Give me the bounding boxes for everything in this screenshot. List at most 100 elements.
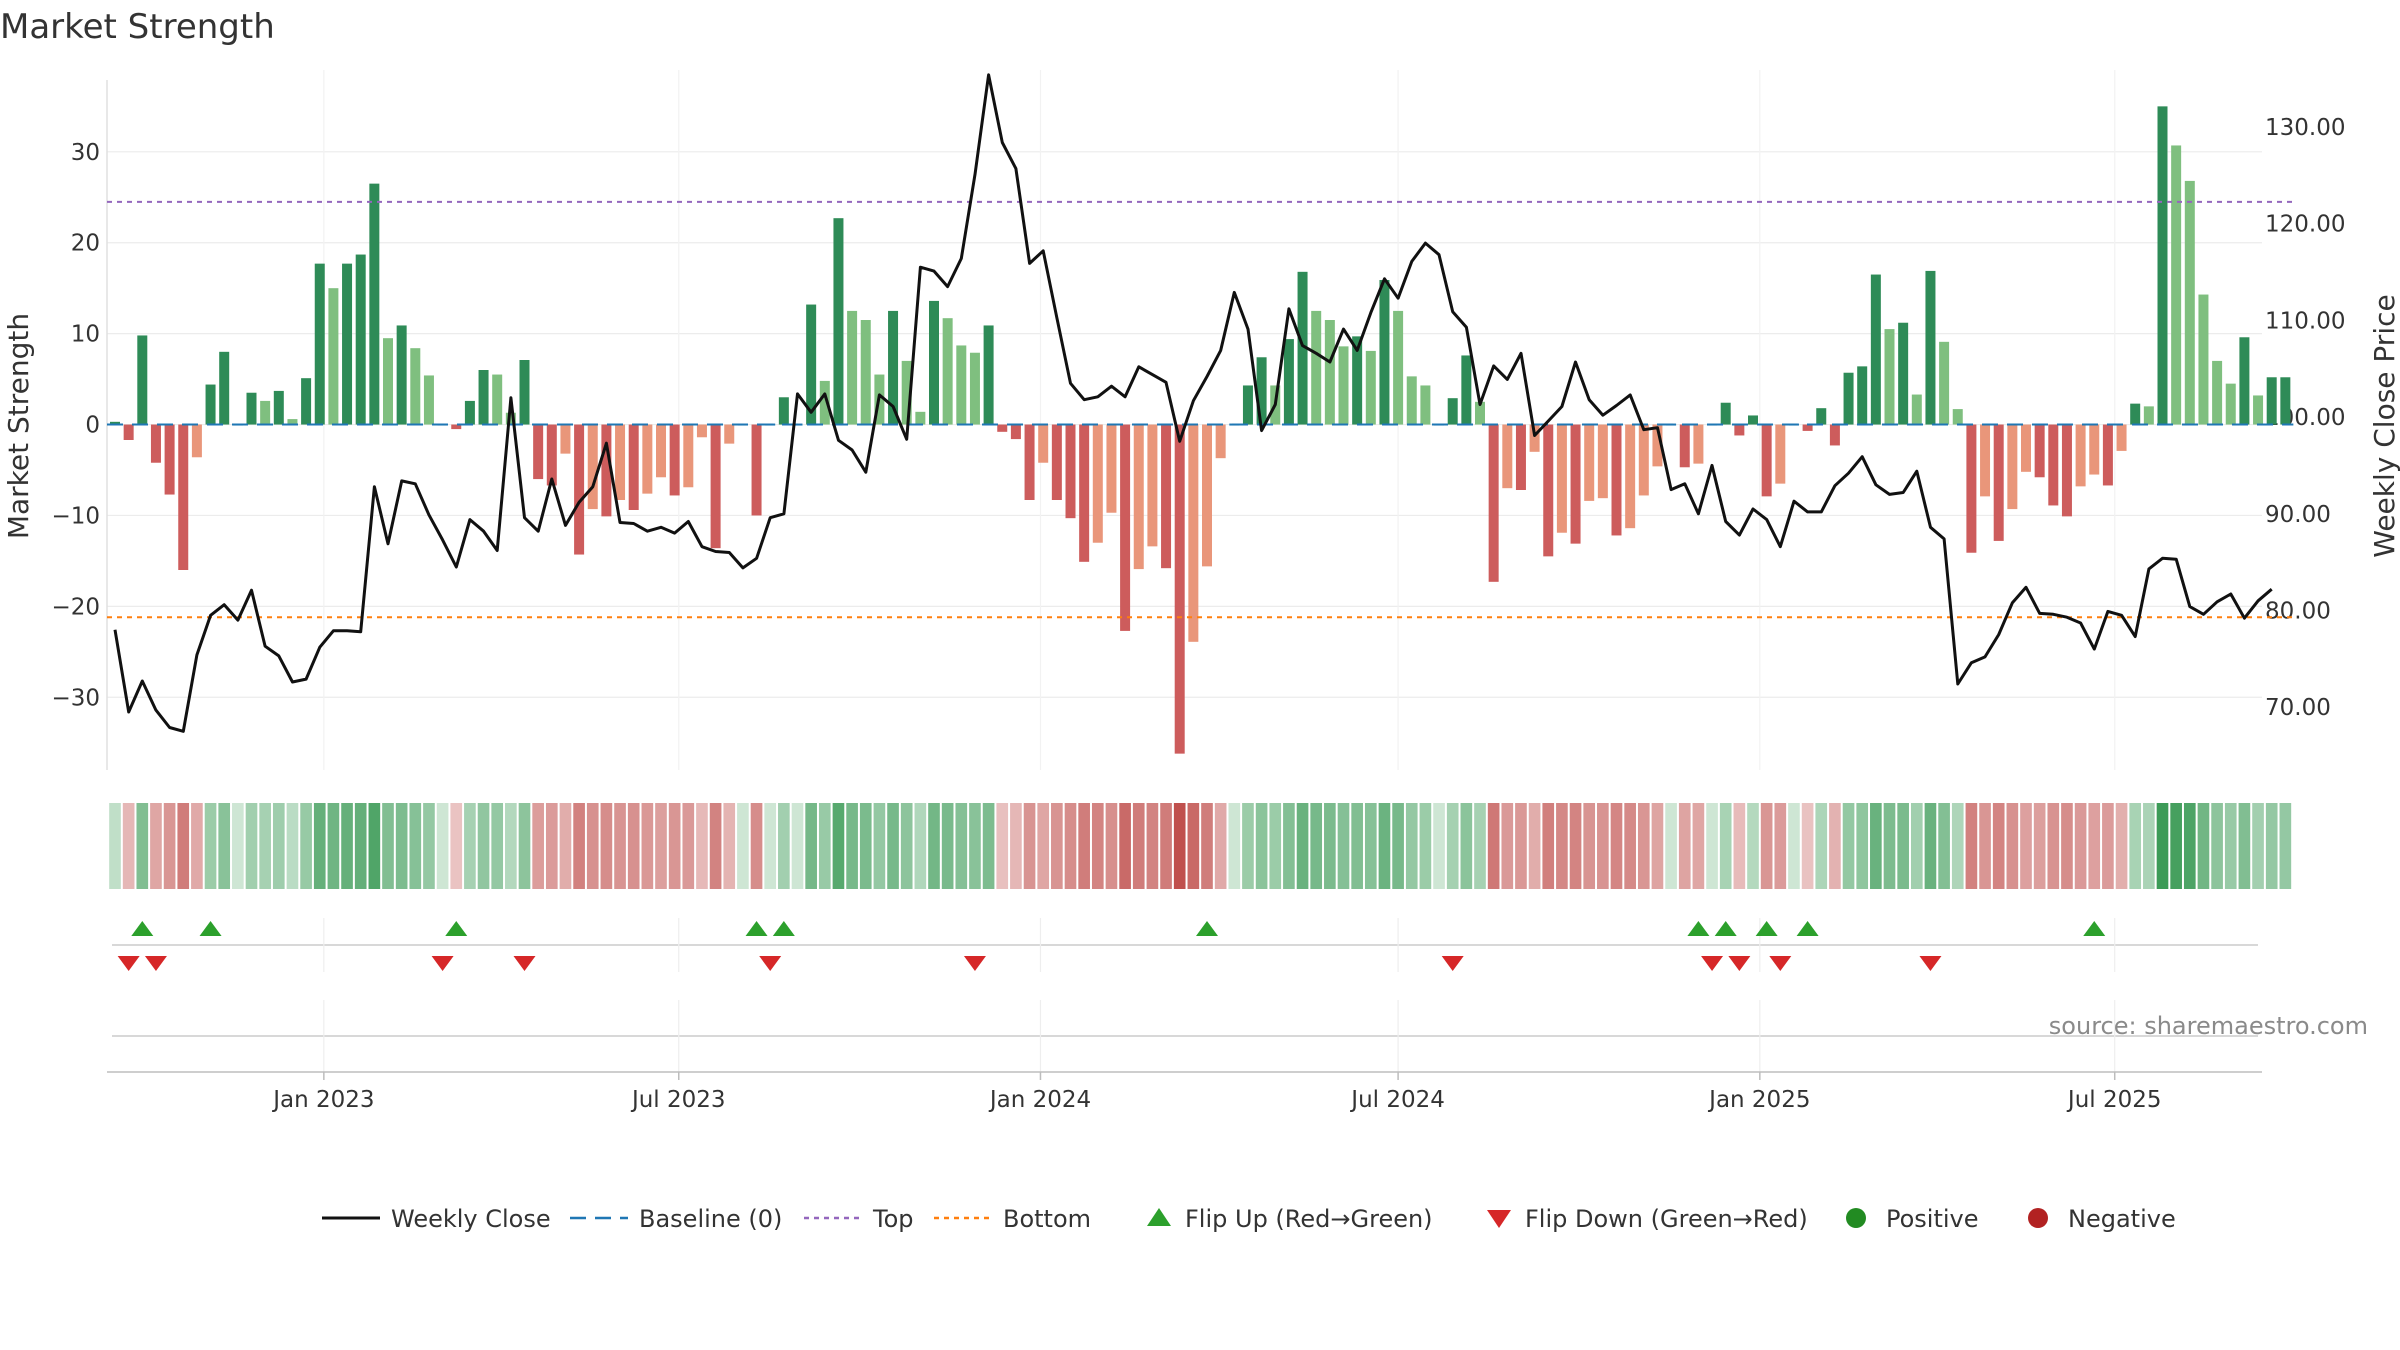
heat-cell [668,803,681,889]
heat-cell [1283,803,1295,889]
heat-cell [1474,803,1486,889]
heat-cell [1023,803,1036,889]
strength-bar [888,310,899,425]
strength-bar [1120,424,1131,631]
strength-bar [287,419,298,425]
strength-bar [1816,408,1827,425]
strength-bar [123,424,134,440]
left-y-ticks: 30 20 10 0 −10 −20 −30 [51,140,100,711]
heat-cell [2006,803,2019,889]
heat-cell [1378,803,1391,889]
heat-cell [1296,803,1309,889]
heat-cell [1856,803,1869,889]
heat-cell [818,803,831,889]
flip-up-marker [1755,921,1778,936]
heat-cell [2224,803,2237,889]
heat-cell [805,803,817,889]
strength-bar [1570,424,1581,544]
strength-bar [1761,424,1772,497]
strength-heat-strip [109,803,2292,889]
heat-cell [1883,803,1896,889]
flip-down-marker [513,956,536,971]
heat-cell [1938,803,1950,889]
heat-cell [1842,803,1855,889]
strength-bar [628,424,639,510]
heat-cell [545,803,558,889]
heat-cell [1324,803,1336,889]
heat-cell [1542,803,1555,889]
strength-bar [328,288,339,425]
heat-cell [2197,803,2210,889]
heat-cell [1597,803,1609,889]
flip-down-marker [1769,956,1792,971]
heat-cell [2265,803,2278,889]
strength-bar [342,263,353,425]
strength-bar [696,424,707,438]
heat-cell [1719,803,1732,889]
flip-down-marker [963,956,986,971]
strength-bar [2021,424,2031,472]
heat-cell [163,803,176,889]
heat-cell [1446,803,1459,889]
strength-bar [2171,145,2182,425]
strength-bar [778,397,789,425]
strength-bar [1174,424,1185,754]
x-axis-ticks: Jan 2023 Jul 2023 Jan 2024 Jul 2024 Jan 2025… [271,1072,2162,1113]
strength-bar [178,424,189,570]
strength-bar [273,390,284,425]
heat-cell [532,803,544,889]
flip-up-marker [1796,921,1819,936]
strength-bar [929,300,939,425]
heat-cell [1487,803,1500,889]
heat-cell [1255,803,1268,889]
strength-bar [205,384,216,425]
chart-title: Market Strength [0,7,275,47]
heat-cell [1337,803,1350,889]
heat-cell [177,803,190,889]
heat-cell [559,803,572,889]
right-y-ticks: 130.00 120.00 110.00 100.00 90.00 80.00 70.00 [2265,115,2345,721]
heat-cell [1706,803,1718,889]
right-tick-label: 130.00 [2265,115,2345,141]
strength-bar [1652,424,1663,467]
strength-bar [464,400,475,425]
left-tick-label: −30 [51,685,100,711]
strength-bar [1038,424,1049,463]
legend-flip-up-icon [1147,1208,1171,1226]
strength-bar [1584,424,1595,501]
strength-bar [505,412,516,425]
sign-dot-panel [112,1000,2258,1072]
flip-up-marker [131,921,154,936]
heat-cell [1051,803,1063,889]
heat-cell [1242,803,1254,889]
heat-cell [2156,803,2169,889]
heat-cell [655,803,667,889]
strength-bar [969,352,980,425]
strength-bar [1597,424,1608,499]
strength-bar [1638,424,1649,496]
heat-cell [2129,803,2142,889]
heat-cell [1733,803,1746,889]
heat-cell [300,803,312,889]
strength-bar [2116,424,2127,451]
left-axis-title: Market Strength [2,313,35,539]
flip-up-marker [2083,921,2106,936]
strength-bar [683,424,694,488]
strength-bar [2048,424,2059,506]
strength-bar [942,318,953,425]
strength-bar [1215,424,1226,459]
strength-bar [164,424,175,495]
heat-cell [1187,803,1200,889]
heat-cell [1160,803,1172,889]
flip-down-marker [1919,956,1942,971]
heat-cell [1747,803,1759,889]
weekly-close-series [113,73,2273,733]
heat-cell [436,803,449,889]
strength-bar [1966,424,1977,553]
flip-up-marker [1714,921,1737,936]
heat-cell [887,803,899,889]
strength-bar [246,392,257,425]
strength-bar [1283,339,1294,425]
strength-bar [137,335,148,425]
heat-cell [204,803,217,889]
